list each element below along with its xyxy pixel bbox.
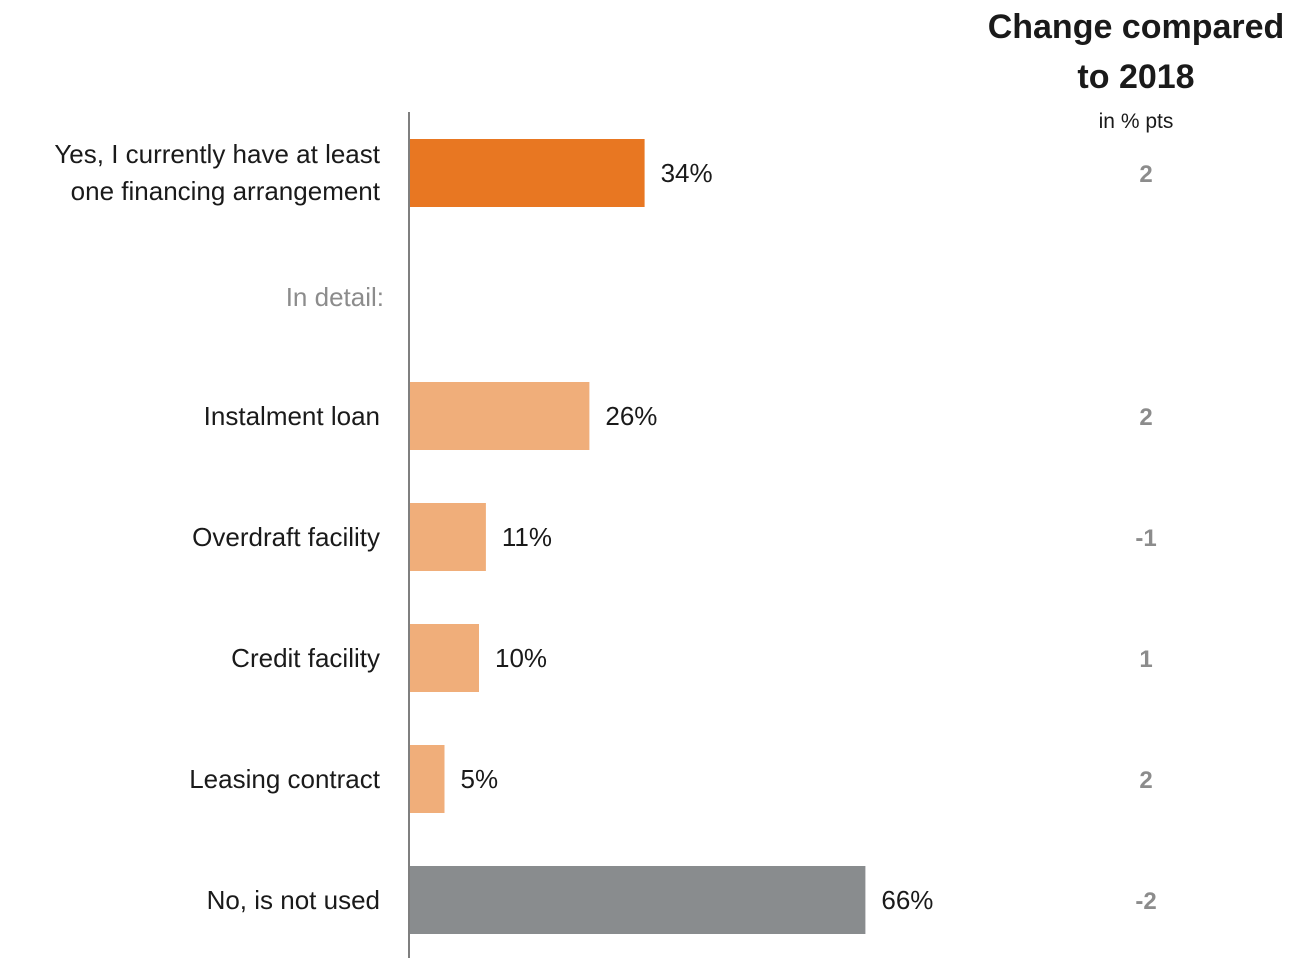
category-label-2: Overdraft facility: [192, 522, 380, 552]
change-value-0: 2: [1139, 161, 1152, 188]
change-header-title-line1: Change compared: [988, 8, 1285, 46]
bar-2: [410, 503, 486, 571]
bar-3: [410, 624, 479, 692]
bar-0: [410, 139, 645, 207]
change-header-subtitle: in % pts: [1099, 110, 1174, 133]
change-value-4: 2: [1139, 767, 1152, 794]
category-label-3: Credit facility: [231, 643, 380, 673]
change-header-title-line2: to 2018: [1077, 58, 1194, 96]
change-value-5: -2: [1135, 888, 1156, 915]
bar-value-label-3: 10%: [495, 643, 547, 673]
bar-1: [410, 382, 590, 450]
change-value-1: 2: [1139, 404, 1152, 431]
category-label-5: No, is not used: [207, 885, 380, 915]
bars-group: 34% Yes, I currently have at least one fin…: [54, 139, 1157, 934]
bar-value-label-1: 26%: [605, 401, 657, 431]
change-value-3: 1: [1139, 646, 1152, 673]
bar-value-label-5: 66%: [881, 885, 933, 915]
bar-4: [410, 745, 445, 813]
category-label-4: Leasing contract: [189, 764, 381, 794]
category-label-1: Instalment loan: [204, 401, 380, 431]
bar-5: [410, 866, 866, 934]
section-label-in-detail: In detail:: [286, 282, 384, 312]
category-label-0: Yes, I currently have at least one financ…: [54, 139, 380, 206]
change-value-2: -1: [1135, 525, 1156, 552]
bar-value-label-4: 5%: [461, 764, 499, 794]
bar-value-label-0: 34%: [661, 158, 713, 188]
change-header: Change compared to 2018 in % pts: [988, 8, 1285, 133]
bar-value-label-2: 11%: [502, 522, 552, 552]
